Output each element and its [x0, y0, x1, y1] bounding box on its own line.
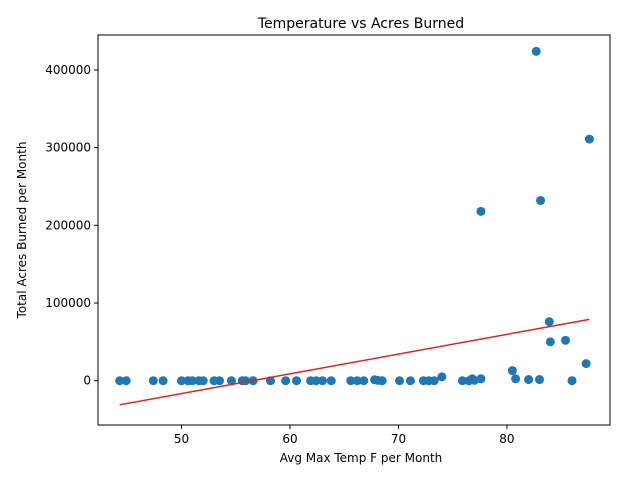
scatter-point-2: [148, 376, 158, 386]
scatter-point-32: [429, 376, 439, 386]
scatter-point-10: [214, 376, 224, 386]
y-axis-label: Total Acres Burned per Month: [15, 142, 29, 320]
scatter-point-41: [511, 374, 521, 384]
scatter-point-40: [507, 366, 517, 376]
scatter-point-49: [567, 376, 577, 386]
y-tick-label-200000: 200000: [45, 218, 91, 232]
plot-frame: [97, 34, 611, 426]
scatter-point-23: [352, 376, 362, 386]
scatter-point-45: [536, 195, 546, 205]
scatter-point-8: [198, 376, 208, 386]
scatter-point-51: [584, 134, 594, 144]
scatter-point-44: [534, 375, 544, 385]
y-ticks: 0 100000 200000 300000 400000: [45, 63, 98, 388]
scatter-point-28: [395, 376, 405, 386]
scatter-point-20: [318, 376, 328, 386]
scatter-point-1: [121, 376, 131, 386]
scatter-point-22: [346, 376, 356, 386]
y-tick-label-300000: 300000: [45, 141, 91, 155]
scatter-point-0: [115, 376, 125, 386]
y-tick-label-0: 0: [83, 374, 91, 388]
trend-layer: [119, 318, 590, 406]
scatter-point-42: [524, 375, 534, 385]
scatter-point-50: [581, 359, 591, 369]
scatter-point-4: [177, 376, 187, 386]
marks-layer: [115, 46, 594, 386]
scatter-point-34: [457, 376, 467, 386]
scatter-point-19: [311, 376, 321, 386]
scatter-point-48: [561, 335, 571, 345]
scatter-point-16: [281, 376, 291, 386]
scatter-point-27: [377, 376, 387, 386]
scatter-point-21: [326, 376, 336, 386]
chart-title: Temperature vs Acres Burned: [257, 16, 464, 32]
x-tick-label-80: 80: [499, 432, 514, 446]
scatter-point-38: [476, 374, 486, 384]
trend-line: [119, 318, 590, 406]
scatter-point-6: [187, 376, 197, 386]
x-axis-label: Avg Max Temp F per Month: [280, 451, 443, 465]
scatter-point-24: [359, 376, 369, 386]
x-ticks: 50 60 70 80: [174, 425, 515, 446]
scatter-point-33: [437, 372, 447, 382]
scatter-point-3: [158, 376, 168, 386]
x-tick-label-50: 50: [174, 432, 189, 446]
scatter-point-39: [476, 206, 486, 216]
scatter-point-46: [544, 317, 554, 327]
scatter-point-47: [545, 337, 555, 347]
scatter-point-11: [226, 376, 236, 386]
x-tick-label-70: 70: [391, 432, 406, 446]
scatter-point-17: [292, 376, 302, 386]
y-tick-label-400000: 400000: [45, 63, 91, 77]
y-tick-label-100000: 100000: [45, 296, 91, 310]
x-tick-label-60: 60: [282, 432, 297, 446]
scatter-point-43: [531, 46, 541, 56]
scatter-point-29: [405, 376, 415, 386]
